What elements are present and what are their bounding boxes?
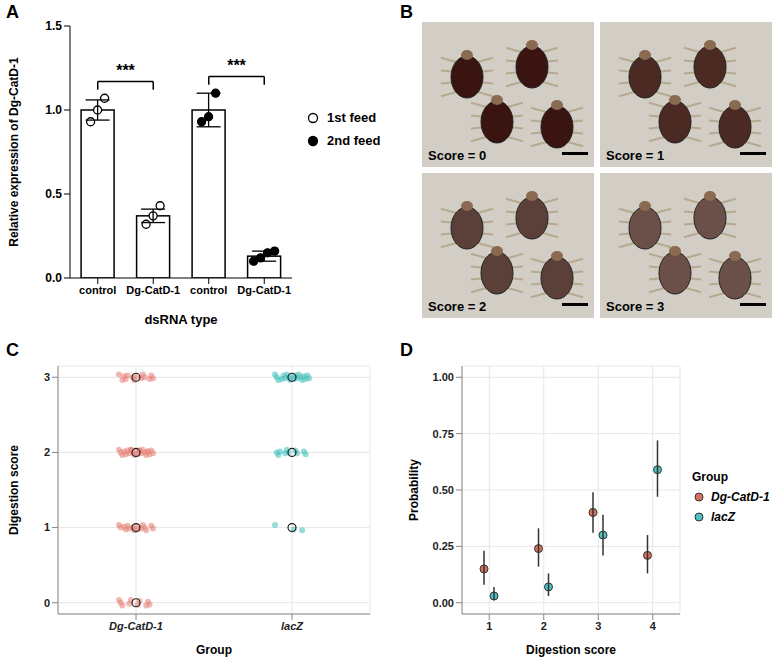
html-text:1st feed: 1st feed bbox=[327, 110, 377, 125]
svg-text:Relative expression of Dg-CatD: Relative expression of Dg-CatD-1 bbox=[7, 57, 21, 247]
html-text:D: D bbox=[400, 340, 413, 360]
svg-text:Digestion score: Digestion score bbox=[7, 445, 21, 535]
svg-text:Digestion score: Digestion score bbox=[526, 643, 616, 657]
html-text:lacZ: lacZ bbox=[711, 510, 735, 524]
html-text:Dg-CatD-1: Dg-CatD-1 bbox=[711, 490, 770, 504]
svg-text:control: control bbox=[190, 284, 227, 296]
svg-text:2: 2 bbox=[541, 620, 547, 632]
html-text:Group: Group bbox=[692, 470, 728, 484]
svg-text:0.00: 0.00 bbox=[433, 597, 454, 609]
html-text:B: B bbox=[400, 2, 413, 22]
html-text:C: C bbox=[6, 340, 19, 360]
html-text:Score = 2: Score = 2 bbox=[428, 299, 487, 314]
svg-text:1.0: 1.0 bbox=[45, 103, 62, 117]
svg-text:0.25: 0.25 bbox=[433, 540, 454, 552]
svg-text:3: 3 bbox=[44, 371, 50, 383]
svg-text:0: 0 bbox=[44, 597, 50, 609]
svg-text:1.5: 1.5 bbox=[45, 19, 62, 33]
svg-text:Dg-CatD-1: Dg-CatD-1 bbox=[126, 284, 180, 296]
html-text:Score = 1: Score = 1 bbox=[606, 148, 665, 163]
svg-text:Group: Group bbox=[196, 643, 232, 657]
html-text:Score = 3: Score = 3 bbox=[606, 299, 665, 314]
svg-text:3: 3 bbox=[595, 620, 601, 632]
svg-text:2: 2 bbox=[44, 446, 50, 458]
svg-text:0.50: 0.50 bbox=[433, 484, 454, 496]
svg-text:1.00: 1.00 bbox=[433, 371, 454, 383]
html-text:2nd feed: 2nd feed bbox=[327, 133, 381, 148]
svg-text:4: 4 bbox=[650, 620, 657, 632]
svg-text:Dg-CatD-1: Dg-CatD-1 bbox=[109, 620, 163, 632]
svg-text:0.5: 0.5 bbox=[45, 187, 62, 201]
svg-text:control: control bbox=[79, 284, 116, 296]
svg-text:***: *** bbox=[116, 62, 135, 79]
svg-text:Probability: Probability bbox=[407, 459, 421, 521]
svg-text:1: 1 bbox=[486, 620, 492, 632]
html-text:A: A bbox=[6, 2, 19, 22]
svg-text:lacZ: lacZ bbox=[281, 620, 304, 632]
svg-text:0.0: 0.0 bbox=[45, 271, 62, 285]
svg-text:1: 1 bbox=[44, 521, 50, 533]
svg-text:dsRNA type: dsRNA type bbox=[144, 312, 217, 327]
html-text:Score = 0: Score = 0 bbox=[428, 148, 487, 163]
svg-text:0.75: 0.75 bbox=[433, 428, 454, 440]
svg-text:Dg-CatD-1: Dg-CatD-1 bbox=[237, 284, 291, 296]
svg-text:***: *** bbox=[227, 57, 246, 74]
